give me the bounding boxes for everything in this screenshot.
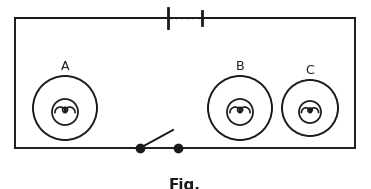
Text: B: B <box>236 60 244 73</box>
Text: C: C <box>306 64 314 77</box>
Bar <box>15 18 355 148</box>
Text: Fig.: Fig. <box>169 178 201 189</box>
Text: A: A <box>61 60 69 73</box>
